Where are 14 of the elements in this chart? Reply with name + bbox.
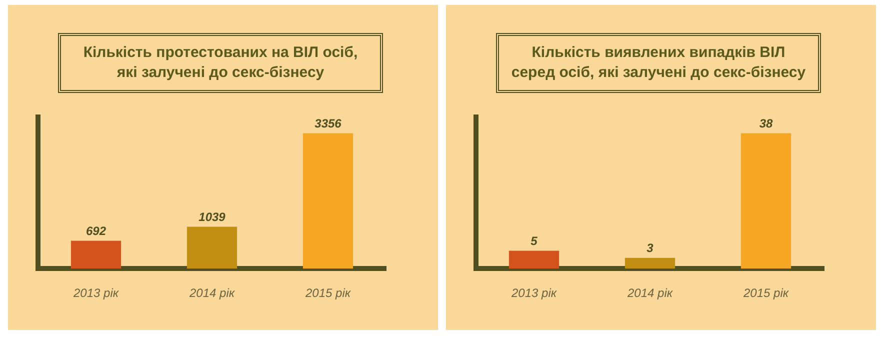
data-label: 38 xyxy=(759,116,773,131)
x-tick-label: 2014 рік xyxy=(188,286,236,300)
data-label: 3356 xyxy=(314,116,342,131)
x-tick-label: 2015 рік xyxy=(304,286,352,300)
x-tick-label: 2015 рік xyxy=(742,286,790,300)
x-tick-label: 2013 рік xyxy=(510,286,558,300)
data-label: 3 xyxy=(646,241,654,256)
data-label: 692 xyxy=(86,224,106,238)
data-label: 1039 xyxy=(198,210,226,224)
x-tick-label: 2013 рік xyxy=(72,286,120,300)
x-tick-label: 2014 рік xyxy=(626,286,674,300)
chart-title: Кількість виявлених випадків ВІЛ серед осіб, які залучені до секс-бізнесу xyxy=(511,43,806,83)
data-label: 5 xyxy=(530,234,538,248)
chart-title: Кількість протестованих на ВІЛ осіб, які залучені до секс-бізнесу xyxy=(83,43,358,83)
